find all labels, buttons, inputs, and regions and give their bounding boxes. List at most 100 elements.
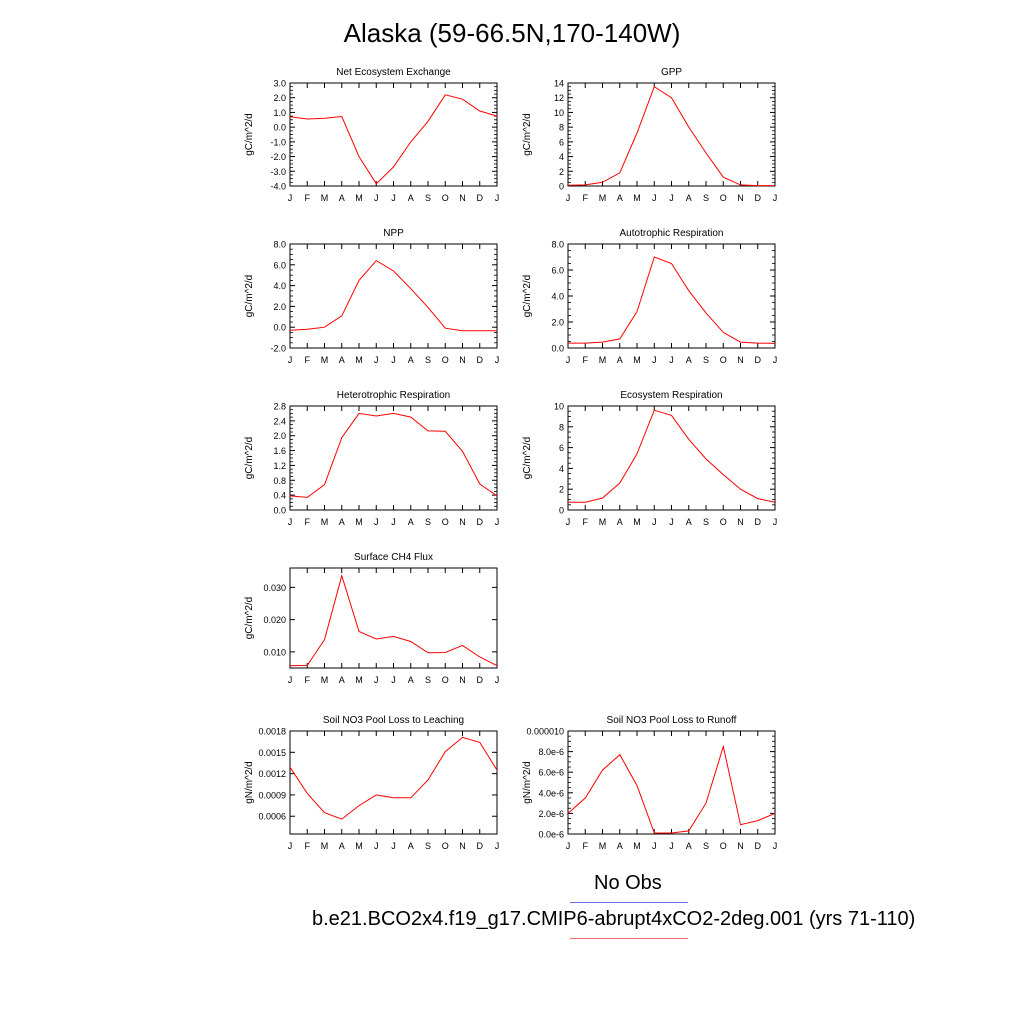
x-tick-label: J [669, 841, 674, 851]
x-tick-label: S [425, 675, 431, 685]
y-tick-label: 2.0 [273, 93, 286, 103]
plot-frame [567, 243, 776, 349]
x-tick-label: J [495, 193, 500, 203]
legend-model-line [570, 938, 688, 939]
plot-frame [289, 567, 498, 669]
x-tick-label: A [617, 517, 623, 527]
x-tick-label: A [617, 841, 623, 851]
chart-title: Surface CH4 Flux [354, 552, 433, 563]
series-line [567, 744, 776, 834]
x-tick-label: N [737, 355, 744, 365]
x-tick-label: F [305, 355, 311, 365]
x-tick-label: A [408, 841, 414, 851]
x-tick-label: J [288, 355, 293, 365]
y-axis-label: gC/m^2/d [244, 437, 255, 480]
x-tick-label: M [633, 517, 641, 527]
y-tick-label: 1.2 [273, 461, 286, 471]
x-tick-label: A [339, 517, 345, 527]
x-tick-label: M [355, 841, 363, 851]
x-tick-label: D [477, 193, 484, 203]
x-tick-label: J [773, 517, 778, 527]
y-tick-label: 6 [559, 443, 564, 453]
x-tick-label: D [477, 675, 484, 685]
chart-title: NPP [383, 228, 404, 239]
x-tick-label: J [652, 517, 657, 527]
plot-frame [289, 730, 498, 835]
x-tick-label: M [599, 355, 607, 365]
x-tick-label: A [408, 193, 414, 203]
x-tick-label: J [288, 193, 293, 203]
y-tick-label: 4.0 [273, 281, 286, 291]
y-tick-label: 0.0 [551, 344, 564, 354]
series-line [289, 259, 497, 332]
x-tick-label: S [703, 355, 709, 365]
x-tick-label: N [459, 355, 466, 365]
y-tick-label: 6.0 [551, 266, 564, 276]
y-tick-label: -3.0 [270, 167, 286, 177]
x-tick-label: A [339, 355, 345, 365]
x-tick-label: F [305, 517, 311, 527]
y-tick-label: 8.0e-6 [538, 747, 564, 757]
x-tick-label: F [305, 675, 311, 685]
y-tick-label: 14 [554, 79, 564, 89]
x-tick-label: F [583, 193, 589, 203]
x-tick-label: A [339, 675, 345, 685]
x-tick-label: J [374, 675, 379, 685]
y-axis-label: gC/m^2/d [244, 113, 255, 156]
y-tick-label: 2.0e-6 [538, 809, 564, 819]
x-tick-label: M [321, 841, 329, 851]
x-tick-label: J [288, 841, 293, 851]
y-tick-label: 4.0 [551, 292, 564, 302]
x-tick-label: A [408, 675, 414, 685]
x-tick-label: M [599, 517, 607, 527]
x-tick-label: A [686, 355, 692, 365]
x-tick-label: J [391, 355, 396, 365]
x-tick-label: A [617, 193, 623, 203]
y-axis-label: gC/m^2/d [244, 275, 255, 318]
y-tick-label: 10 [554, 108, 564, 118]
x-tick-label: D [755, 355, 762, 365]
x-tick-label: J [652, 841, 657, 851]
x-tick-label: M [321, 675, 329, 685]
y-axis-label: gC/m^2/d [522, 437, 533, 480]
y-tick-label: -2.0 [270, 344, 286, 354]
chart-title: Ecosystem Respiration [620, 390, 722, 401]
x-tick-label: J [669, 517, 674, 527]
x-tick-label: J [566, 517, 571, 527]
series-line [567, 85, 775, 187]
x-tick-label: J [391, 675, 396, 685]
x-tick-label: N [737, 193, 744, 203]
y-tick-label: 0.4 [273, 491, 286, 501]
y-tick-label: 2.4 [273, 416, 286, 426]
x-tick-label: D [477, 355, 484, 365]
y-tick-label: -2.0 [270, 152, 286, 162]
y-tick-label: 8 [559, 123, 564, 133]
y-axis-label: gC/m^2/d [522, 113, 533, 156]
x-tick-label: M [321, 193, 329, 203]
x-tick-label: S [425, 193, 431, 203]
x-tick-label: N [459, 841, 466, 851]
x-tick-label: A [686, 841, 692, 851]
x-tick-label: O [442, 675, 449, 685]
y-tick-label: 12 [554, 93, 564, 103]
series-line [568, 256, 776, 344]
y-tick-label: 3.0 [273, 79, 286, 89]
x-tick-label: N [737, 517, 744, 527]
y-tick-label: 0.0018 [258, 727, 286, 737]
x-tick-label: J [566, 841, 571, 851]
x-tick-label: J [374, 193, 379, 203]
x-tick-label: S [703, 193, 709, 203]
chart-title: Heterotrophic Respiration [337, 390, 450, 401]
chart-title: Soil NO3 Pool Loss to Runoff [607, 715, 737, 726]
x-tick-label: J [773, 355, 778, 365]
y-tick-label: 6 [559, 137, 564, 147]
x-tick-label: J [669, 193, 674, 203]
y-tick-label: 0.0006 [258, 812, 286, 822]
x-tick-label: M [633, 193, 641, 203]
x-tick-label: N [459, 517, 466, 527]
plot-frame [567, 405, 776, 511]
legend-obs-label: No Obs [594, 872, 662, 894]
x-tick-label: J [374, 517, 379, 527]
